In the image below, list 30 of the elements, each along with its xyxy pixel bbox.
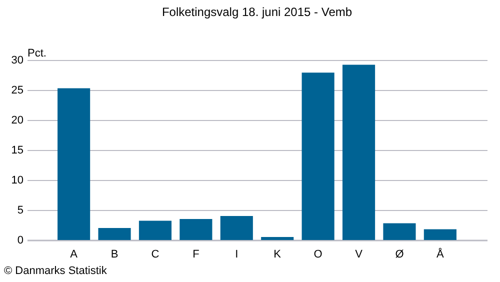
- y-tick-label: 0: [17, 234, 24, 246]
- x-tick-label: F: [192, 248, 200, 260]
- x-tick-label: I: [235, 248, 238, 260]
- bar: [424, 229, 456, 240]
- y-tick-label: 5: [17, 204, 24, 216]
- bar: [302, 72, 334, 240]
- x-tick-label: Ø: [395, 248, 404, 260]
- bar: [342, 64, 376, 240]
- y-tick-label: 25: [11, 84, 24, 96]
- y-tick-label: 30: [11, 54, 24, 66]
- bar: [180, 219, 212, 240]
- x-tick-label: B: [110, 248, 118, 260]
- bar: [383, 223, 416, 240]
- y-tick-label: 20: [11, 114, 24, 126]
- x-tick-label: K: [274, 248, 282, 260]
- x-tick-label: O: [314, 248, 323, 260]
- x-tick-label: A: [70, 248, 78, 260]
- bar: [261, 237, 294, 240]
- y-tick-label: 10: [11, 174, 24, 186]
- y-axis-title: Pct.: [28, 48, 46, 60]
- x-tick-label: V: [355, 248, 364, 260]
- text: © Danmarks Statistik: [4, 265, 108, 277]
- bar: [98, 228, 131, 240]
- bar: [58, 88, 90, 240]
- bar: [220, 216, 253, 240]
- y-tick-label: 15: [11, 144, 24, 156]
- bar: [138, 220, 172, 240]
- chart-title: Folketingsvalg 18. juni 2015 - Vemb: [162, 5, 352, 19]
- x-tick-label: C: [151, 248, 160, 260]
- x-tick-label: Å: [436, 248, 445, 260]
